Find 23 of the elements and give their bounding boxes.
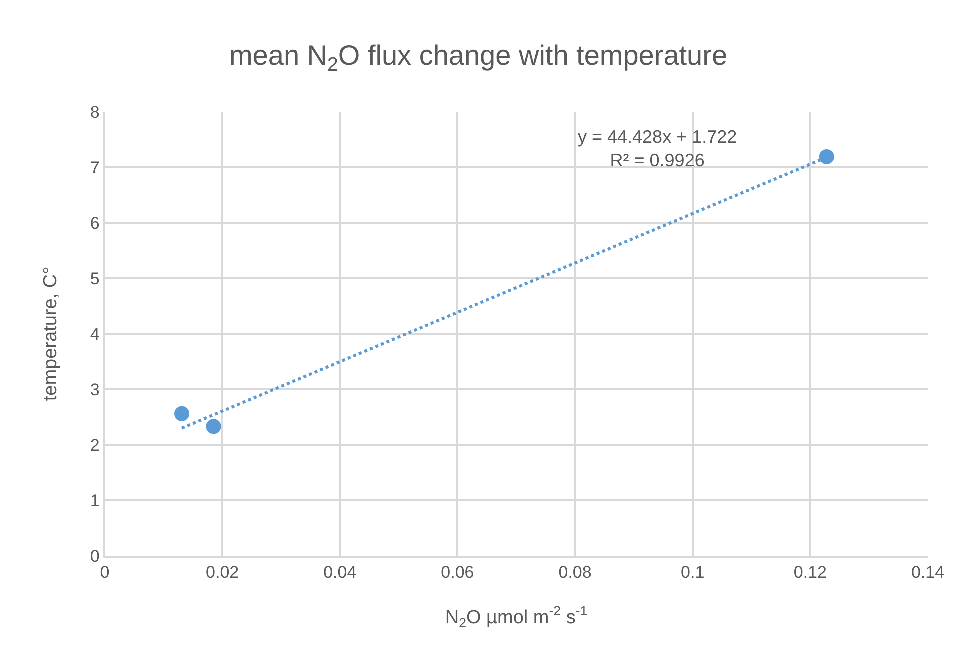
point [174,406,190,422]
x-tick-label: 0.14 [911,563,945,582]
y-tick-label: 7 [90,158,100,178]
x-tick-label: 0.08 [558,563,592,582]
annotation: y = 44.428x + 1.722 R² = 0.9926 [578,127,738,170]
x-tick-label: 0.12 [794,563,827,582]
y-tick-label: 8 [90,102,100,122]
point [819,149,834,164]
y-axis-title: temperature, C° [40,266,62,402]
y-tick-label: 6 [90,214,100,233]
y-tick-label: 5 [90,269,100,288]
x-axis-title: N$_{2}$O µmol m$^{-2}$ s$^{-1}$ [445,604,588,630]
x-tick-label: 0.04 [324,563,357,582]
y-tick-label: 2 [90,436,100,455]
y-tick-label: 3 [90,380,100,400]
x-tick-label: 0.02 [206,563,240,582]
x-tick-label: 0.1 [681,563,705,582]
y-tick-label: 1 [90,491,100,510]
y-tick-label: 0 [90,546,100,566]
chart-title: mean N$_{2}$O flux change with temperature [229,40,728,76]
x-tick-label: 0.06 [441,563,474,582]
y-tick-label: 4 [90,324,100,344]
point [206,419,222,434]
